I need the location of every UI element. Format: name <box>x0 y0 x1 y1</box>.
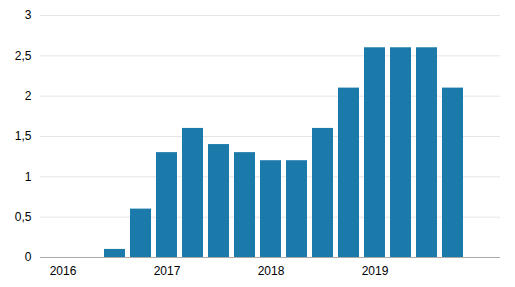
svg-text:0: 0 <box>25 250 32 264</box>
svg-text:2016: 2016 <box>50 264 77 278</box>
svg-text:2017: 2017 <box>154 264 181 278</box>
svg-text:2018: 2018 <box>258 264 285 278</box>
svg-text:3: 3 <box>25 8 32 22</box>
svg-text:1,5: 1,5 <box>15 129 32 143</box>
svg-text:2,5: 2,5 <box>15 49 32 63</box>
svg-text:0,5: 0,5 <box>15 210 32 224</box>
svg-text:2: 2 <box>25 89 32 103</box>
svg-text:2019: 2019 <box>362 264 389 278</box>
svg-text:1: 1 <box>25 170 32 184</box>
